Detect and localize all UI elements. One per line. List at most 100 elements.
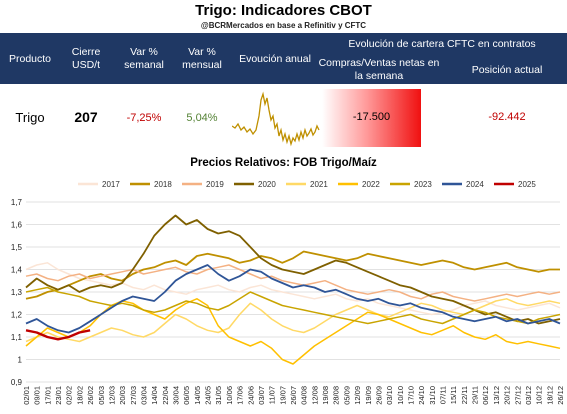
row-var-semanal: -7,25% xyxy=(126,112,162,124)
legend-label-2020: 2020 xyxy=(258,180,276,189)
x-tick-label: 06/12 xyxy=(481,386,490,405)
x-tick-label: 02/01 xyxy=(22,386,31,405)
x-tick-label: 26/12 xyxy=(556,386,565,405)
row-cierre: 207 xyxy=(74,109,98,125)
x-tick-label: 13/12 xyxy=(492,386,501,405)
x-tick-label: 20/12 xyxy=(503,386,512,405)
x-tick-label: 04/08 xyxy=(300,386,309,405)
col-cftc-weekly-line2: la semana xyxy=(354,70,404,82)
x-tick-label: 30/04 xyxy=(172,386,181,405)
x-tick-label: 18/02 xyxy=(75,386,84,405)
legend-label-2025: 2025 xyxy=(518,180,536,189)
x-tick-label: 19/07 xyxy=(278,386,287,405)
page-title: Trigo: Indicadores CBOT xyxy=(195,2,372,19)
x-tick-label: 22/04 xyxy=(161,386,170,405)
x-tick-label: 26/02 xyxy=(86,386,95,405)
x-tick-label: 07/11 xyxy=(439,386,448,404)
x-tick-label: 24/06 xyxy=(246,386,255,405)
series-line-2019 xyxy=(25,264,561,302)
col-evolucion: Evoución anual xyxy=(239,53,311,65)
x-tick-label: 27/03 xyxy=(129,386,138,405)
chart-title: Precios Relativos: FOB Trigo/Maíz xyxy=(190,157,377,169)
x-tick-label: 26/09 xyxy=(374,386,383,405)
legend-label-2023: 2023 xyxy=(414,180,432,189)
x-tick-label: 03/04 xyxy=(139,386,148,405)
x-tick-label: 19/08 xyxy=(321,386,330,405)
x-tick-label: 10/06 xyxy=(225,386,234,405)
page-subtitle: @BCRMercados en base a Refinitiv y CFTC xyxy=(200,21,367,30)
col-var-semanal-line2: semanal xyxy=(124,59,164,71)
chart-legend: 2017 2018 2019 2020 2021 2022 2023 2024 2025 xyxy=(78,180,536,189)
col-cierre-line1: Cierre xyxy=(71,46,101,58)
x-tick-label: 02/02 xyxy=(65,386,74,405)
x-tick-label: 18/12 xyxy=(545,386,554,405)
sparkline-line xyxy=(232,91,320,147)
y-tick-label: 0,9 xyxy=(11,378,23,387)
legend-label-2018: 2018 xyxy=(154,180,172,189)
x-tick-label: 29/11 xyxy=(471,386,480,404)
x-tick-label: 09/01 xyxy=(33,386,42,405)
x-tick-label: 12/03 xyxy=(107,386,116,405)
x-tick-label: 10/12 xyxy=(535,386,544,405)
chart-series xyxy=(25,214,561,365)
y-tick-label: 1,4 xyxy=(11,266,23,275)
x-tick-label: 10/10 xyxy=(396,386,405,405)
x-tick-label: 17/06 xyxy=(236,386,245,405)
x-tick-label: 27/12 xyxy=(513,386,522,405)
x-tick-label: 05/09 xyxy=(342,386,351,405)
col-cftc-group: Evolución de cartera CFTC en contratos xyxy=(348,38,536,50)
col-var-semanal-line1: Var % xyxy=(130,46,158,58)
legend-label-2017: 2017 xyxy=(102,180,120,189)
x-tick-label: 11/07 xyxy=(268,386,277,404)
col-var-mensual-line1: Var % xyxy=(188,46,216,58)
col-cierre: Cierre USD/t xyxy=(64,46,108,72)
legend-label-2021: 2021 xyxy=(310,180,328,189)
y-tick-label: 1,2 xyxy=(11,311,23,320)
series-line-2017 xyxy=(25,262,561,316)
row-cftc-weekly: -17.500 xyxy=(352,111,391,123)
row-producto: Trigo xyxy=(15,110,45,125)
table-row: Trigo 207 -7,25% 5,04% -17.500 -92.442 xyxy=(0,84,567,154)
x-tick-label: 31/05 xyxy=(214,386,223,405)
col-var-mensual-line2: mensual xyxy=(182,59,222,71)
x-tick-label: 12/08 xyxy=(310,386,319,405)
x-tick-label: 05/03 xyxy=(97,386,106,405)
x-tick-label: 17/01 xyxy=(43,386,52,405)
x-tick-label: 14/05 xyxy=(193,386,202,405)
y-tick-label: 1,6 xyxy=(11,221,23,230)
x-tick-label: 23/01 xyxy=(54,386,63,405)
y-axis: 0,9 1 1,1 1,2 1,3 1,4 1,5 1,6 1,7 xyxy=(11,198,23,387)
x-tick-label: 15/11 xyxy=(449,386,458,404)
legend-label-2022: 2022 xyxy=(362,180,380,189)
x-tick-label: 28/08 xyxy=(332,386,341,405)
cftc-weekly-heat-cell xyxy=(322,89,421,147)
col-producto: Producto xyxy=(8,53,52,65)
y-tick-label: 1,5 xyxy=(11,243,23,252)
y-tick-label: 1,1 xyxy=(11,333,23,342)
x-tick-label: 24/10 xyxy=(417,386,426,405)
x-tick-label: 03/12 xyxy=(524,386,533,405)
x-tick-label: 19/09 xyxy=(364,386,373,405)
series-line-2018 xyxy=(25,250,560,300)
x-tick-label: 06/05 xyxy=(182,386,191,405)
x-tick-label: 26/07 xyxy=(289,386,298,405)
series-line-2022 xyxy=(25,298,561,365)
series-line-2020 xyxy=(25,214,561,325)
x-tick-label: 31/10 xyxy=(428,386,437,405)
x-axis: 02/01 09/01 17/01 23/01 02/02 18/02 26/02 05/03… xyxy=(22,386,565,405)
y-tick-label: 1,3 xyxy=(11,288,23,297)
col-var-mensual: Var % mensual xyxy=(174,46,230,72)
x-tick-label: 12/09 xyxy=(353,386,362,405)
legend-label-2019: 2019 xyxy=(206,180,224,189)
legend-label-2024: 2024 xyxy=(466,180,484,189)
row-var-mensual: 5,04% xyxy=(186,112,218,124)
x-tick-label: 20/03 xyxy=(118,386,127,405)
x-tick-label: 03/10 xyxy=(385,386,394,405)
x-tick-label: 17/10 xyxy=(406,386,415,405)
table-header: Producto Cierre USD/t Var % semanal Var … xyxy=(0,33,567,84)
x-tick-label: 22/11 xyxy=(460,386,469,404)
relative-prices-chart: 2017 2018 2019 2020 2021 2022 2023 2024 2025 0,9… xyxy=(11,180,565,405)
x-tick-label: 03/07 xyxy=(257,386,266,405)
y-tick-label: 1 xyxy=(18,356,23,365)
series-line-2024 xyxy=(25,264,561,334)
